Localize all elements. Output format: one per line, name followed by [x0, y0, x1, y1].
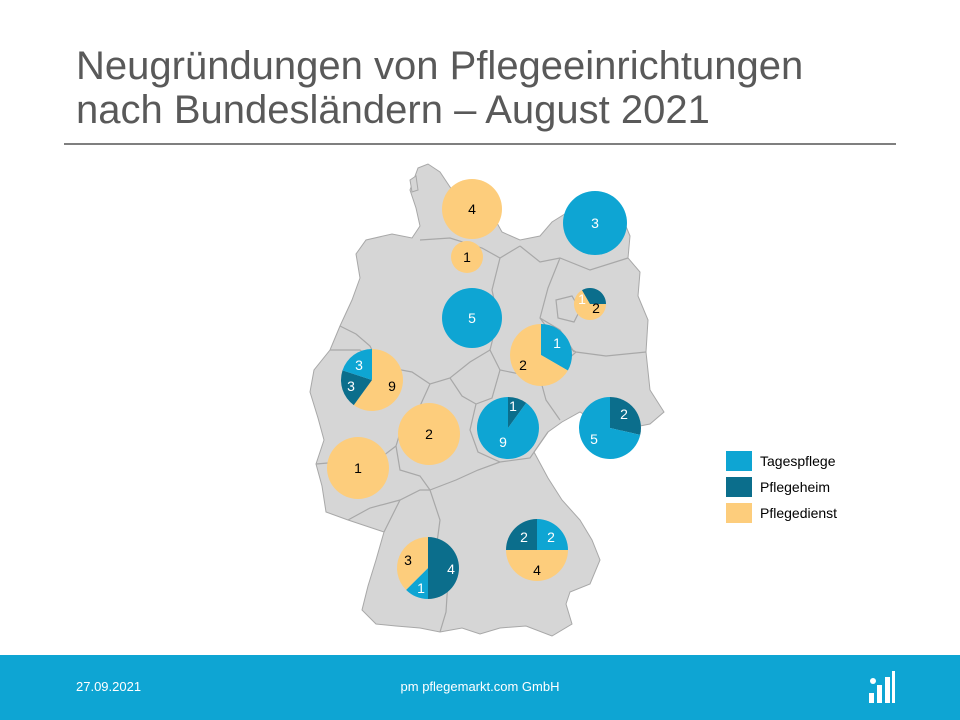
pie-label-pflegedienst: 9	[388, 378, 396, 394]
pie-slice-pflegeheim	[428, 537, 459, 599]
bar-chart-logo-icon	[869, 671, 895, 703]
pie-mecklenburg-vorpommern: 3	[563, 191, 627, 255]
legend-swatch-pflegedienst	[726, 503, 752, 523]
pie-rheinland-pfalz: 1	[327, 437, 389, 499]
pie-slice-tagespflege	[563, 191, 627, 255]
pie-th-ringen: 19	[476, 397, 539, 459]
legend-swatch-pflegeheim	[726, 477, 752, 497]
pie-label-pflegedienst: 1	[463, 249, 471, 265]
pie-slice-tagespflege	[537, 519, 568, 550]
pie-slice-pflegedienst	[398, 403, 460, 465]
pie-slice-pflegedienst	[509, 324, 568, 386]
pie-label-pflegeheim: 2	[620, 406, 628, 422]
pie-label-tagespflege: 3	[591, 215, 599, 231]
footer-date: 27.09.2021	[76, 679, 142, 694]
legend-label-pflegedienst: Pflegedienst	[760, 505, 838, 521]
pie-slice-pflegeheim	[340, 370, 372, 406]
legend-label-pflegeheim: Pflegeheim	[760, 479, 831, 495]
pie-label-pflegedienst: 2	[592, 300, 600, 316]
island-icon	[409, 175, 419, 193]
pie-slice-tagespflege	[476, 397, 539, 459]
legend: Tagespflege Pflegeheim Pflegedienst	[726, 448, 837, 526]
pie-label-tagespflege: 5	[468, 310, 476, 326]
pie-label-pflegedienst: 3	[404, 552, 412, 568]
pie-slice-pflegedienst	[506, 550, 568, 581]
pie-label-pflegeheim: 2	[520, 529, 528, 545]
pie-baden-w-rttemberg: 31 4	[397, 537, 459, 599]
pie-hamburg: 1	[451, 241, 483, 273]
legend-item-pflegedienst: Pflegedienst	[726, 500, 837, 526]
pie-slice-tagespflege	[406, 568, 428, 599]
pie-label-tagespflege: 3	[355, 357, 363, 373]
pie-slice-pflegedienst	[442, 179, 502, 239]
pie-berlin-brandenburg: 12	[574, 287, 606, 320]
pie-slice-tagespflege	[342, 349, 372, 380]
legend-item-tagespflege: Tagespflege	[726, 448, 837, 474]
pie-slice-pflegedienst	[397, 537, 428, 590]
pie-slice-pflegeheim	[610, 397, 642, 435]
legend-swatch-tagespflege	[726, 451, 752, 471]
pie-slice-pflegeheim	[506, 519, 537, 550]
pie-label-pflegedienst: 1	[354, 460, 362, 476]
pie-slice-pflegedienst	[451, 241, 483, 273]
pie-label-pflegeheim: 4	[447, 561, 455, 577]
pie-sachsen-anhalt: 12	[509, 324, 572, 386]
footer-bar: 27.09.2021 pm pflegemarkt.com GmbH	[0, 655, 960, 720]
pie-slice-pflegedienst	[327, 437, 389, 499]
pie-slice-pflegeheim	[582, 287, 606, 304]
pie-label-tagespflege: 9	[499, 434, 507, 450]
pie-slice-tagespflege	[442, 288, 502, 348]
legend-item-pflegeheim: Pflegeheim	[726, 474, 837, 500]
pie-hessen: 2	[398, 403, 460, 465]
footer-company: pm pflegemarkt.com GmbH	[400, 679, 560, 694]
title-line-2: nach Bundesländern – August 2021	[76, 88, 710, 132]
pie-label-pflegedienst: 2	[425, 426, 433, 442]
pie-slice-tagespflege	[541, 324, 572, 371]
pie-sachsen: 25	[578, 397, 642, 459]
pie-schleswig-holstein: 4	[442, 179, 502, 239]
title-line-1: Neugründungen von Pflegeeinrichtungen	[76, 44, 804, 88]
pie-slice-tagespflege	[578, 397, 641, 459]
slide-title: Neugründungen von Pflegeeinrichtungen na…	[76, 44, 803, 132]
pie-label-pflegedienst: 2	[519, 357, 527, 373]
pie-niedersachsen: 5	[442, 288, 502, 348]
pie-label-pflegedienst: 4	[468, 201, 476, 217]
pie-label-tagespflege: 1	[553, 335, 561, 351]
pie-label-pflegeheim: 1	[578, 291, 586, 307]
pie-slice-pflegedienst	[574, 290, 606, 320]
pie-label-tagespflege: 2	[547, 529, 555, 545]
title-divider	[64, 143, 896, 145]
pie-bayern: 2 2 4	[506, 519, 568, 581]
pie-slice-pflegedienst	[353, 349, 403, 411]
pie-nordrhein-westfalen: 33 9	[340, 349, 403, 411]
legend-label-tagespflege: Tagespflege	[760, 453, 836, 469]
pie-label-pflegeheim: 1	[509, 398, 517, 414]
pie-label-tagespflege: 1	[417, 580, 425, 596]
pie-slice-pflegeheim	[508, 397, 527, 428]
pie-label-pflegedienst: 4	[533, 562, 541, 578]
pie-label-pflegeheim: 3	[347, 378, 355, 394]
pie-label-tagespflege: 5	[590, 431, 598, 447]
